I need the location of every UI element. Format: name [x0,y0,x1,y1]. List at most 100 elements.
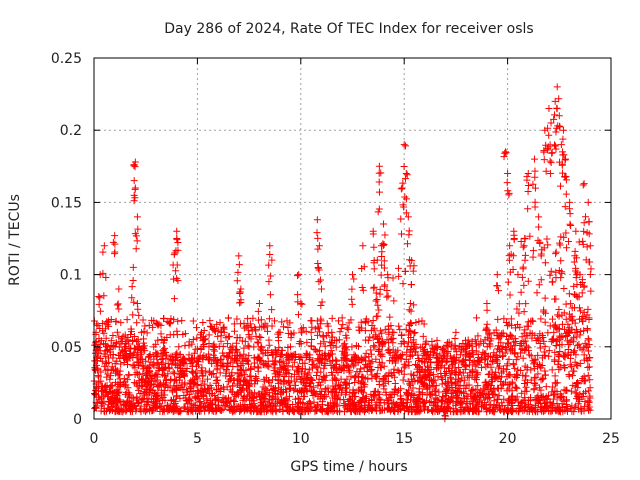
data-point [584,335,592,343]
data-point [230,327,238,335]
data-point [280,388,288,396]
data-point [238,371,246,379]
data-point [523,331,531,339]
data-point [401,362,409,370]
data-point [381,282,389,290]
data-point [222,395,230,403]
data-point [118,346,126,354]
data-point [445,338,453,346]
data-point [385,330,393,338]
data-point [337,366,345,374]
data-point [550,356,558,364]
data-point [492,374,500,382]
data-point [91,390,99,398]
data-point [205,367,213,375]
data-point [132,232,140,240]
data-point [493,357,501,365]
data-point [135,311,143,319]
data-point [453,394,461,402]
data-point [212,377,220,385]
data-point [515,300,523,308]
data-point [120,359,128,367]
data-point [451,378,459,386]
data-point [397,230,405,238]
data-point [586,270,594,278]
data-point [194,358,202,366]
data-point [117,319,125,327]
data-point [276,328,284,336]
data-point [345,368,353,376]
data-point [361,395,369,403]
data-point [280,377,288,385]
data-point [114,300,122,308]
data-point [217,388,225,396]
data-point [107,351,115,359]
data-point [522,300,530,308]
x-tick-label: 10 [292,431,310,447]
data-point [313,372,321,380]
data-point [304,401,312,409]
data-point [290,350,298,358]
data-point [400,203,408,211]
data-point [334,381,342,389]
data-point [561,156,569,164]
data-point [580,351,588,359]
data-point [565,310,573,318]
data-point [248,404,256,412]
data-point [235,252,243,260]
data-point [477,355,485,363]
data-point [443,339,451,347]
data-point [348,300,356,308]
data-point [119,332,127,340]
data-point [286,381,294,389]
data-point [448,362,456,370]
data-point [384,292,392,300]
data-point [583,355,591,363]
data-point [571,290,579,298]
data-point [322,407,330,415]
data-point [358,404,366,412]
data-point [571,403,579,411]
data-point [376,327,384,335]
data-point [471,336,479,344]
data-point [102,343,110,351]
data-point [370,284,378,292]
data-point [321,349,329,357]
data-point [522,372,530,380]
data-point [474,402,482,410]
data-point [172,267,180,275]
data-point [336,328,344,336]
data-point [138,355,146,363]
data-point [267,348,275,356]
data-point [107,372,115,380]
data-point [540,308,548,316]
data-point [331,382,339,390]
data-point [412,398,420,406]
data-point [531,407,539,415]
data-point [107,337,115,345]
data-point [489,408,497,416]
data-point [294,298,302,306]
data-point [511,396,519,404]
data-point [517,238,525,246]
data-point [233,333,241,341]
data-point [245,391,253,399]
data-point [284,323,292,331]
data-point [362,360,370,368]
data-point [270,402,278,410]
data-point [290,358,298,366]
data-point [566,198,574,206]
data-point [141,322,149,330]
data-point [554,325,562,333]
data-point [458,346,466,354]
data-point [581,339,589,347]
data-point [530,374,538,382]
data-point [344,325,352,333]
data-point [189,317,197,325]
data-point [121,382,129,390]
data-point [298,300,306,308]
data-point [448,379,456,387]
data-point [233,375,241,383]
data-point [372,312,380,320]
data-point [179,330,187,338]
